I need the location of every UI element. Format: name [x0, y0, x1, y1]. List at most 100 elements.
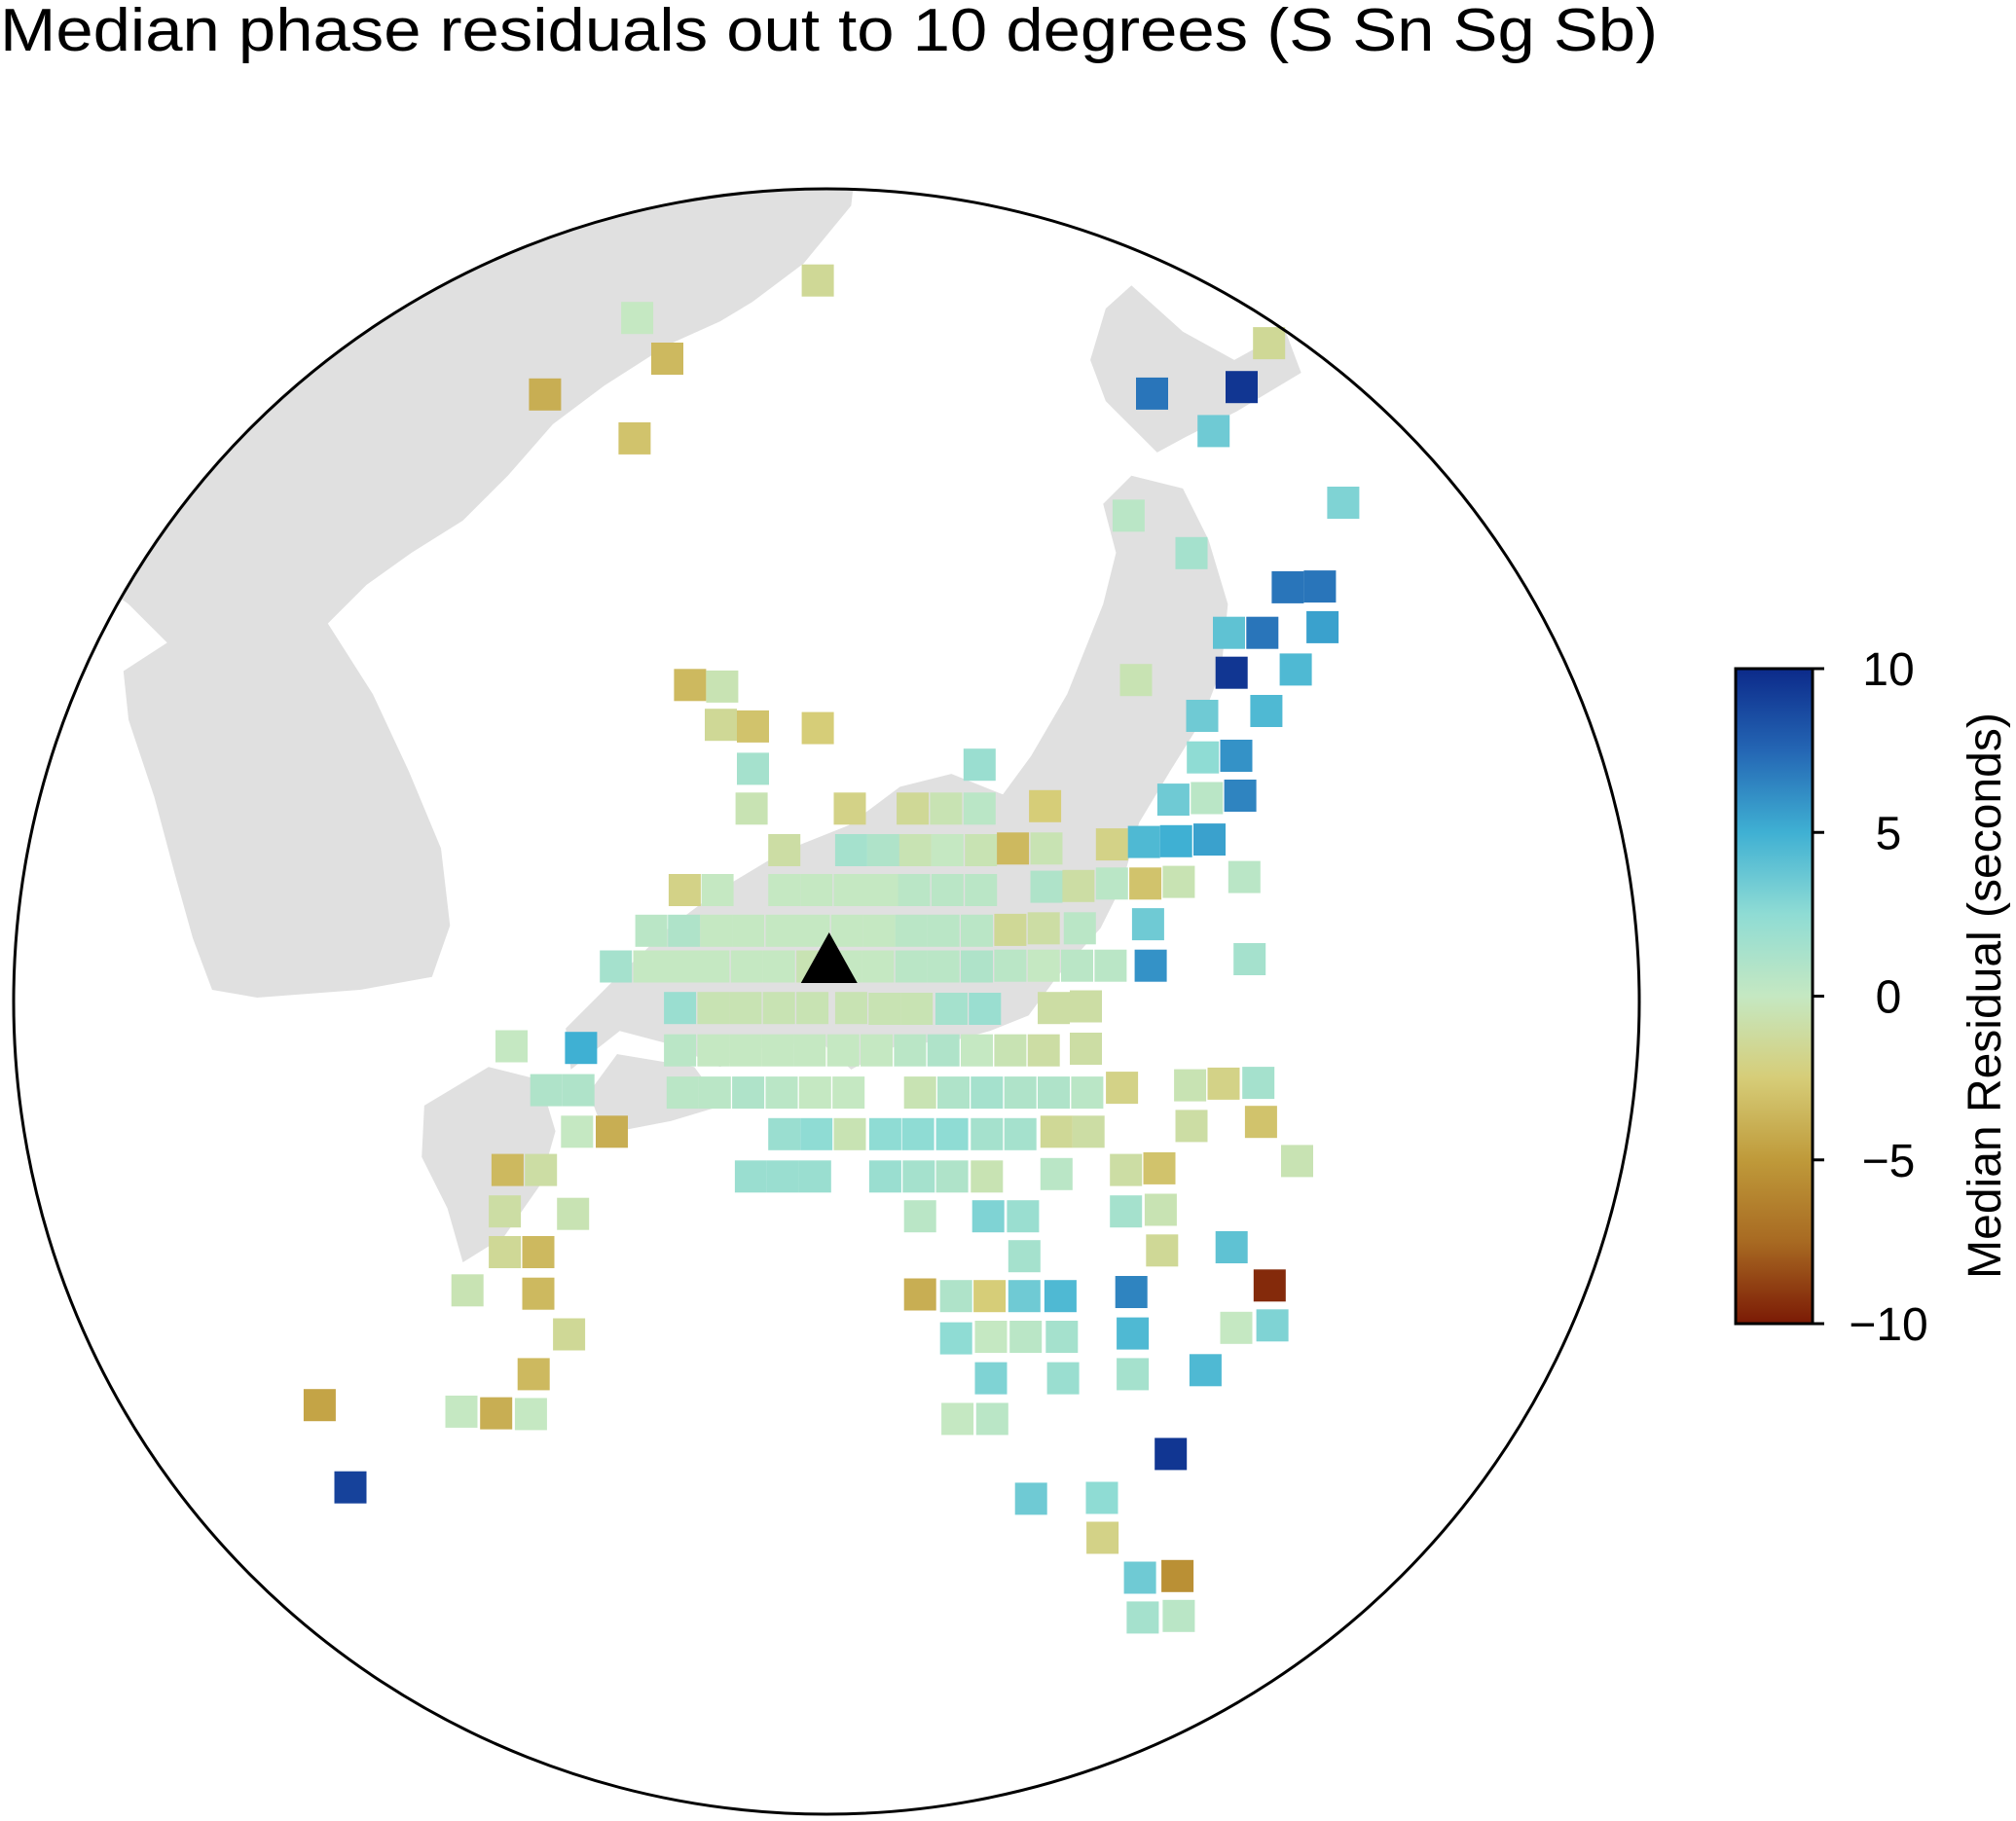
residual-cell — [939, 1322, 972, 1355]
residual-cell — [965, 834, 998, 866]
residual-cell — [621, 302, 654, 335]
residual-cell — [489, 1236, 522, 1268]
residual-cell — [596, 1115, 628, 1148]
kyushu — [422, 1067, 556, 1263]
residual-cell — [1253, 1269, 1286, 1302]
residual-cell — [766, 1160, 799, 1193]
residual-cell — [1156, 783, 1190, 817]
residual-cell — [965, 874, 998, 906]
residual-cell — [303, 1389, 336, 1422]
residual-cell — [705, 709, 737, 742]
residual-cell — [1220, 1311, 1253, 1344]
residual-cell — [832, 1076, 865, 1110]
residual-cell — [1027, 949, 1060, 982]
residual-cell — [961, 1034, 993, 1067]
residual-cell — [994, 1034, 1027, 1067]
residual-cell — [1207, 1067, 1240, 1100]
residual-cell — [901, 1117, 935, 1150]
residual-cell — [665, 950, 698, 983]
residual-cell — [935, 993, 968, 1025]
residual-cell — [834, 834, 867, 866]
residual-cell — [1045, 1321, 1079, 1353]
residual-cell — [935, 1160, 969, 1193]
residual-cell — [969, 993, 1002, 1025]
mainland-asia — [14, 189, 875, 998]
residual-cell — [801, 264, 834, 297]
residual-cell — [530, 1074, 563, 1107]
residual-cell — [894, 1034, 927, 1067]
residual-cell — [562, 1074, 595, 1107]
residual-cell — [495, 1030, 528, 1063]
residual-cell — [1215, 656, 1248, 689]
hokkaido — [1090, 285, 1301, 453]
residual-cell — [961, 914, 993, 947]
residual-cell — [1215, 1231, 1248, 1263]
residual-cell — [1014, 1482, 1047, 1515]
residual-cell — [1155, 1438, 1188, 1471]
residual-cell — [1220, 740, 1253, 772]
residual-cell — [1162, 1599, 1195, 1632]
residual-cell — [1106, 1072, 1139, 1105]
residual-cell — [866, 834, 899, 866]
residual-cell — [1072, 1115, 1105, 1148]
residual-cell — [974, 1362, 1008, 1395]
residual-cell — [1246, 616, 1279, 649]
residual-cell — [761, 1034, 794, 1067]
residual-cell — [1271, 570, 1304, 603]
residual-cell — [935, 1117, 969, 1150]
colorbar — [1734, 667, 1814, 1326]
residual-cell — [729, 992, 762, 1025]
residual-cell — [830, 914, 863, 947]
residual-cell — [937, 1076, 970, 1110]
residual-cell — [868, 1160, 901, 1193]
residual-cell — [973, 1280, 1007, 1313]
residual-cell — [1070, 990, 1102, 1023]
colorbar-tick-label: −10 — [1849, 1299, 1927, 1351]
residual-cell — [1233, 943, 1266, 975]
residual-cell — [1146, 1234, 1179, 1267]
residual-cell — [861, 1034, 893, 1067]
residual-cell — [1008, 1240, 1041, 1273]
residual-cell — [480, 1397, 513, 1430]
residual-cell — [1197, 415, 1230, 448]
colorbar-tick-label: −5 — [1862, 1136, 1916, 1187]
residual-cell — [729, 1034, 762, 1067]
residual-cell — [1159, 824, 1192, 857]
residual-cell — [1327, 487, 1360, 519]
residual-cell — [1062, 869, 1095, 902]
residual-cell — [963, 792, 996, 825]
residual-cell — [941, 1402, 974, 1436]
residual-cell — [868, 993, 901, 1025]
residual-cell — [489, 1195, 522, 1228]
residual-cell — [796, 992, 829, 1025]
residual-cell — [1029, 789, 1062, 822]
residual-cell — [1250, 695, 1283, 727]
residual-cell — [651, 343, 683, 375]
residual-cell — [697, 992, 730, 1025]
residual-cell — [865, 874, 898, 906]
residual-cell — [833, 1117, 866, 1150]
residual-cell — [557, 1197, 590, 1230]
residual-cell — [514, 1398, 547, 1431]
residual-cell — [664, 992, 697, 1025]
residual-cell — [834, 992, 867, 1025]
residual-cell — [971, 1117, 1004, 1150]
residual-cell — [522, 1277, 555, 1310]
residual-cell — [1256, 1309, 1289, 1342]
residual-cell — [1030, 832, 1063, 865]
residual-cell — [931, 834, 964, 866]
residual-cell — [1095, 828, 1128, 861]
residual-cell — [1224, 780, 1257, 812]
residual-cell — [565, 1032, 598, 1065]
colorbar-tick-label: 10 — [1862, 644, 1914, 696]
residual-cell — [1129, 867, 1162, 900]
residual-cell — [1027, 912, 1060, 945]
residual-cell — [1007, 1200, 1040, 1233]
residual-cell — [1189, 1354, 1222, 1387]
residual-cell — [768, 1117, 801, 1150]
residual-cell — [1213, 616, 1245, 649]
residual-cell — [730, 950, 763, 983]
residual-cell — [664, 1034, 697, 1067]
residual-cell — [1038, 1076, 1070, 1110]
